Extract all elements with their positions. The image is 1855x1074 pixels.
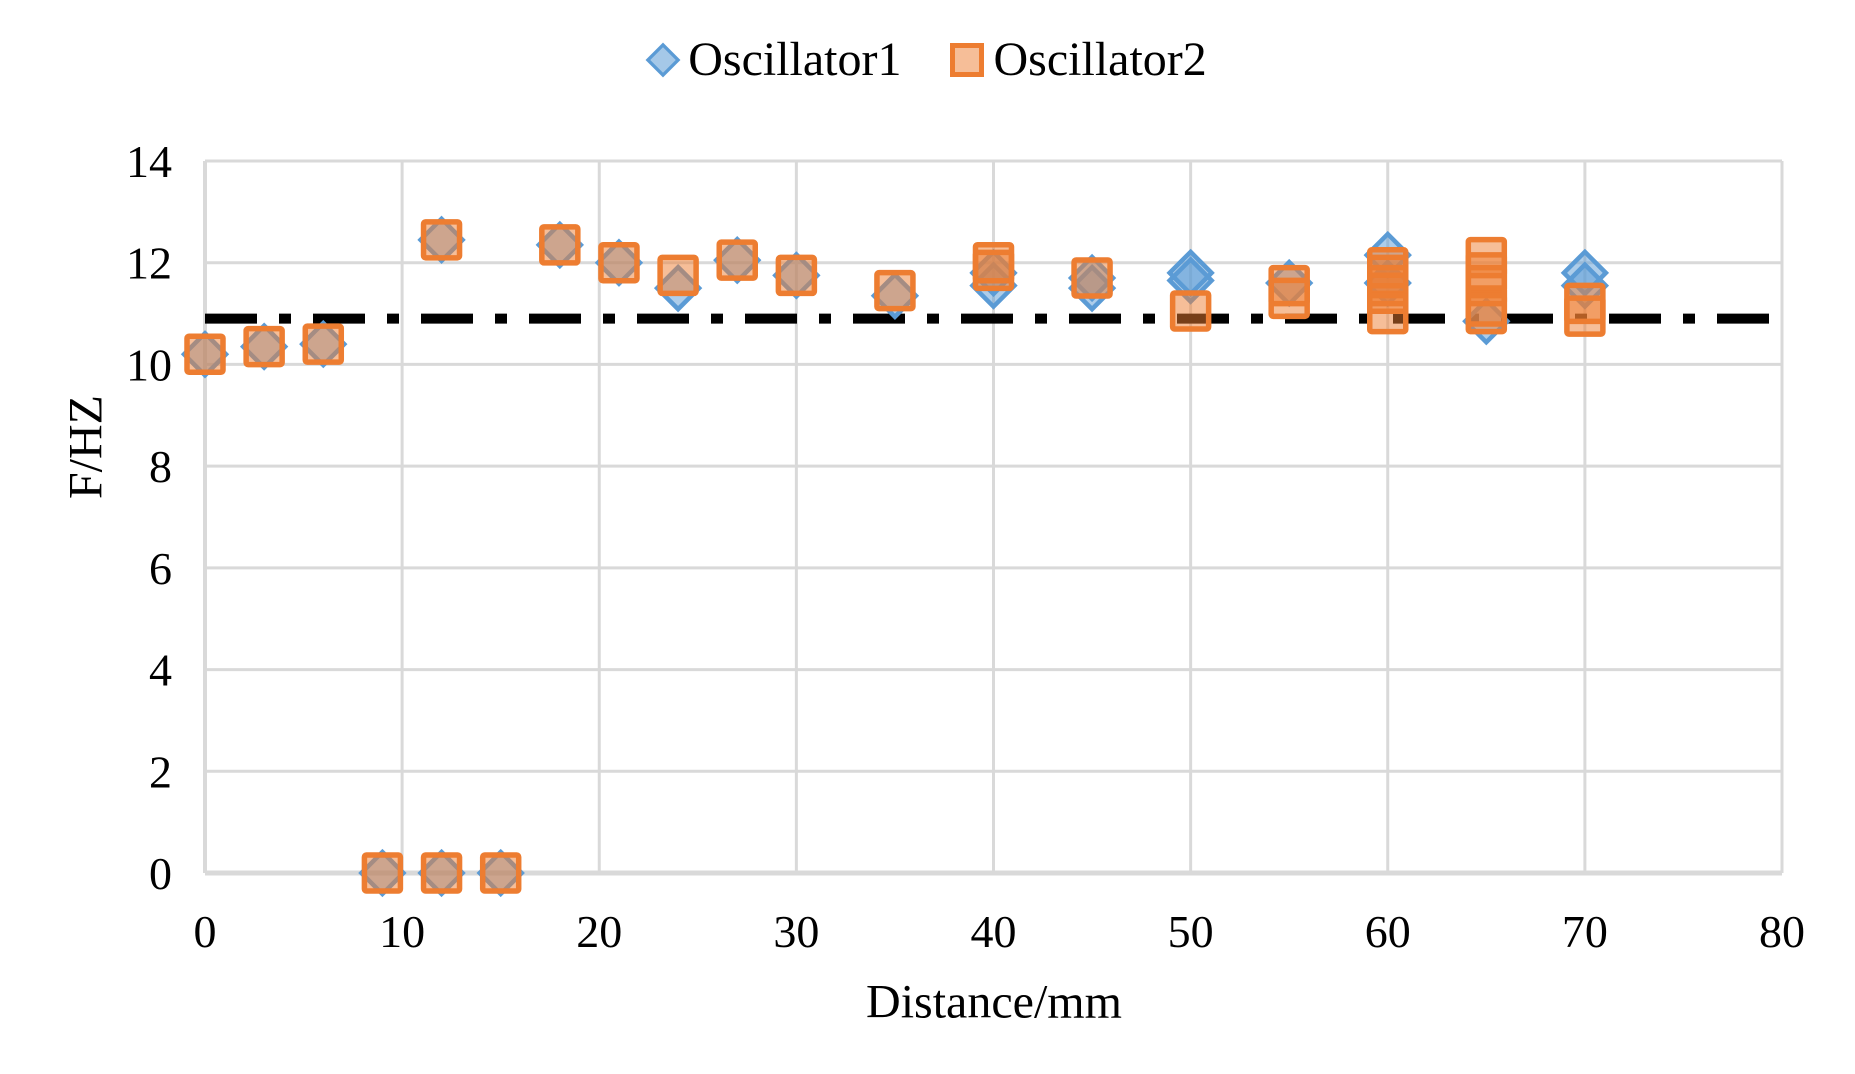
y-tick-label: 6 — [149, 543, 172, 594]
y-tick-label: 8 — [149, 441, 172, 492]
legend: Oscillator1 Oscillator2 — [0, 36, 1855, 84]
x-axis-title: Distance/mm — [866, 975, 1122, 1029]
y-tick-label: 10 — [126, 339, 172, 390]
oscillator2-data-point — [1268, 277, 1310, 320]
oscillator2-data-point — [598, 241, 640, 284]
oscillator2-data-point — [1564, 295, 1606, 337]
x-tick-label: 60 — [1365, 906, 1411, 957]
y-tick-label: 14 — [126, 136, 172, 187]
x-tick-label: 30 — [773, 906, 819, 957]
oscillator2-data-point — [716, 239, 758, 281]
legend-label-oscillator1: Oscillator1 — [688, 33, 902, 86]
legend-label-oscillator2: Oscillator2 — [993, 33, 1207, 86]
x-tick-label: 40 — [971, 906, 1017, 957]
oscillator2-data-point — [184, 333, 226, 376]
x-tick-label: 0 — [194, 906, 217, 957]
x-tick-label: 20 — [576, 906, 622, 957]
y-tick-label: 4 — [149, 645, 172, 696]
oscillator2-data-point — [657, 254, 699, 297]
x-tick-label: 70 — [1562, 906, 1608, 957]
legend-item-oscillator2: Oscillator2 — [949, 33, 1207, 86]
square-marker-icon — [949, 43, 984, 77]
legend-item-oscillator1: Oscillator1 — [645, 33, 902, 86]
y-tick-label: 12 — [126, 238, 172, 289]
oscillator2-data-point — [479, 852, 522, 894]
oscillator2-data-point — [972, 249, 1015, 292]
y-tick-label: 0 — [149, 848, 172, 899]
oscillator2-data-point — [1169, 290, 1212, 332]
oscillator2-data-point — [420, 852, 463, 894]
oscillator2-data-point — [243, 325, 285, 368]
oscillator2-data-point — [874, 269, 916, 312]
oscillator2-data-point — [1465, 292, 1508, 335]
oscillator2-data-point — [539, 224, 581, 266]
x-tick-label: 50 — [1168, 906, 1214, 957]
oscillator2-data-point — [361, 852, 404, 894]
oscillator2-data-point — [775, 254, 818, 297]
oscillator2-data-point — [420, 219, 463, 261]
x-tick-label: 80 — [1759, 906, 1805, 957]
x-tick-label: 10 — [379, 906, 425, 957]
oscillator2-data-point — [1071, 257, 1113, 299]
y-tick-label: 2 — [149, 746, 172, 797]
oscillator2-data-point — [1367, 292, 1409, 335]
oscillator2-data-point — [302, 323, 345, 365]
